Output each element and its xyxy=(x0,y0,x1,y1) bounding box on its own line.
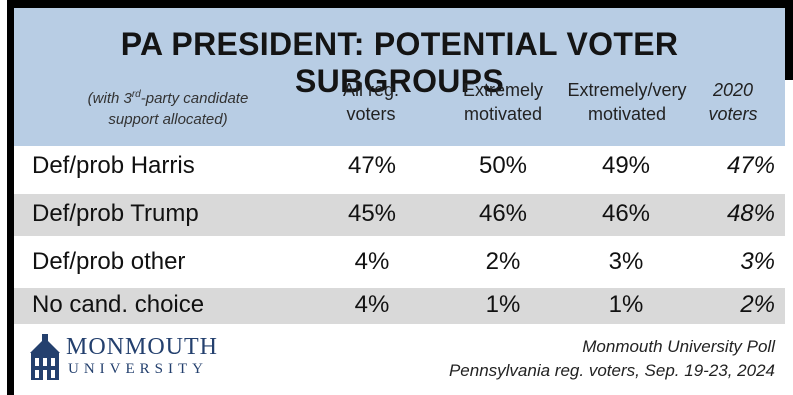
cell-value: 3% xyxy=(608,248,644,275)
table-title: PA PRESIDENT: POTENTIAL VOTER SUBGROUPS xyxy=(120,26,679,99)
column-header-extremely-very: Extremely/very motivated xyxy=(552,78,702,126)
cell-value: 47% xyxy=(726,152,775,179)
note-line1-sup: rd xyxy=(131,89,141,100)
column-header-line1: 2020 xyxy=(712,80,754,100)
row-label: Def/prob Harris xyxy=(32,152,195,179)
cell-value: 46% xyxy=(478,200,528,227)
column-header-2020-voters: 2020 voters xyxy=(678,78,788,126)
frame-left-border xyxy=(7,0,14,395)
row-label: Def/prob other xyxy=(32,248,186,275)
note-line2: support allocated) xyxy=(108,111,228,128)
row-label: Def/prob Trump xyxy=(32,200,199,227)
column-header-line1: Extremely/very xyxy=(567,80,687,100)
cell-value: 3% xyxy=(740,248,775,275)
column-header-line2: voters xyxy=(346,104,396,124)
table-row-trump: Def/prob Trump 45% 46% 46% 48% xyxy=(14,194,785,236)
cell-value: 46% xyxy=(601,200,651,227)
allocation-note: (with 3rd-party candidate support alloca… xyxy=(38,84,298,130)
table-row-harris: Def/prob Harris 47% 50% 49% 47% xyxy=(14,146,785,188)
cell-value: 47% xyxy=(347,152,397,179)
column-header-line1: All reg. xyxy=(342,80,400,100)
column-header-line2: voters xyxy=(708,104,758,124)
column-header-line1: Extremely xyxy=(462,80,543,100)
table-row-no-choice: No cand. choice 4% 1% 1% 2% xyxy=(14,288,785,324)
logo-subtitle: UNIVERSITY xyxy=(68,361,208,377)
cell-value: 2% xyxy=(485,248,521,275)
cell-value: 1% xyxy=(608,291,644,318)
column-header-all-reg: All reg. voters xyxy=(296,78,446,126)
logo-name: MONMOUTH xyxy=(66,334,218,360)
source-note: Monmouth University Poll Pennsylvania re… xyxy=(449,335,775,383)
column-header-line2: motivated xyxy=(463,104,543,124)
header-band: PA PRESIDENT: POTENTIAL VOTER SUBGROUPS … xyxy=(14,8,785,146)
note-line1-post: -party candidate xyxy=(140,90,249,107)
cell-value: 4% xyxy=(354,291,390,318)
cell-value: 45% xyxy=(347,200,397,227)
source-line2: Pennsylvania reg. voters, Sep. 19-23, 20… xyxy=(448,361,775,380)
poll-table-panel: PA PRESIDENT: POTENTIAL VOTER SUBGROUPS … xyxy=(14,8,785,324)
table-row-other: Def/prob other 4% 2% 3% 3% xyxy=(14,242,785,284)
cell-value: 1% xyxy=(485,291,521,318)
column-header-extremely-motivated: Extremely motivated xyxy=(428,78,578,126)
source-line1: Monmouth University Poll xyxy=(582,337,775,356)
cell-value: 49% xyxy=(601,152,651,179)
row-label: No cand. choice xyxy=(32,291,205,318)
cell-value: 2% xyxy=(740,291,775,318)
cell-value: 50% xyxy=(478,152,528,179)
column-header-line2: motivated xyxy=(587,104,667,124)
cell-value: 48% xyxy=(726,200,775,227)
frame-top-border xyxy=(7,0,793,8)
note-line1-pre: (with 3 xyxy=(87,90,132,107)
cell-value: 4% xyxy=(354,248,390,275)
building-icon xyxy=(30,334,60,380)
frame-right-border xyxy=(785,0,793,80)
monmouth-logo: MONMOUTH UNIVERSITY xyxy=(28,334,238,384)
